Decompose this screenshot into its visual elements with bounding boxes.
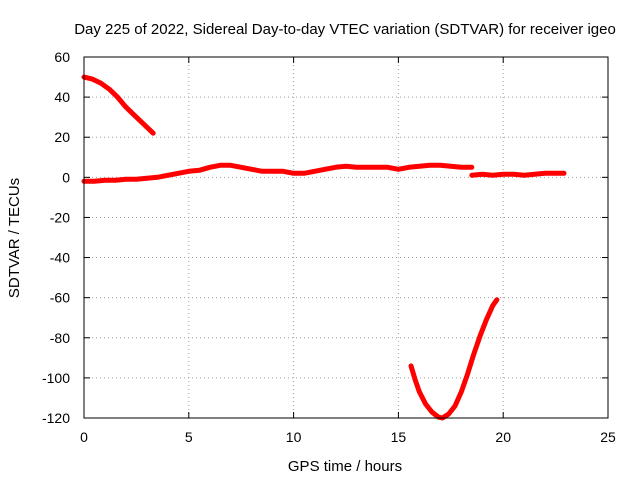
y-axis-label: SDTVAR / TECUs bbox=[6, 178, 23, 298]
y-tick-label: -120 bbox=[42, 410, 70, 426]
series-line-3 bbox=[469, 170, 567, 178]
grid-lines bbox=[84, 57, 608, 418]
y-tick-label: 40 bbox=[54, 89, 70, 105]
x-tick-label: 20 bbox=[495, 429, 511, 445]
y-tick-label: 20 bbox=[54, 129, 70, 145]
y-tick-label: -40 bbox=[50, 250, 70, 266]
series-line-4 bbox=[408, 297, 500, 421]
series-line-2 bbox=[81, 162, 475, 184]
x-tick-label: 15 bbox=[391, 429, 407, 445]
y-tick-label: 60 bbox=[54, 49, 70, 65]
tick-labels: 0 5 10 15 20 25 60 40 20 0 -20 -40 -60 -80 -100 -120 bbox=[42, 49, 616, 445]
x-axis-label: GPS time / hours bbox=[288, 458, 402, 475]
x-tick-label: 10 bbox=[286, 429, 302, 445]
y-tick-label: -20 bbox=[50, 209, 70, 225]
chart-title: Day 225 of 2022, Sidereal Day-to-day VTE… bbox=[74, 21, 616, 38]
tick-marks bbox=[83, 56, 609, 419]
y-tick-label: -100 bbox=[42, 370, 70, 386]
y-tick-label: -60 bbox=[50, 290, 70, 306]
plot-frame bbox=[83, 56, 609, 419]
y-tick-label: -80 bbox=[50, 330, 70, 346]
x-tick-label: 5 bbox=[185, 429, 193, 445]
x-tick-label: 25 bbox=[600, 429, 616, 445]
series-line-1 bbox=[81, 74, 156, 136]
x-tick-label: 0 bbox=[80, 429, 88, 445]
y-tick-label: 0 bbox=[62, 169, 70, 185]
series-group bbox=[81, 74, 567, 421]
